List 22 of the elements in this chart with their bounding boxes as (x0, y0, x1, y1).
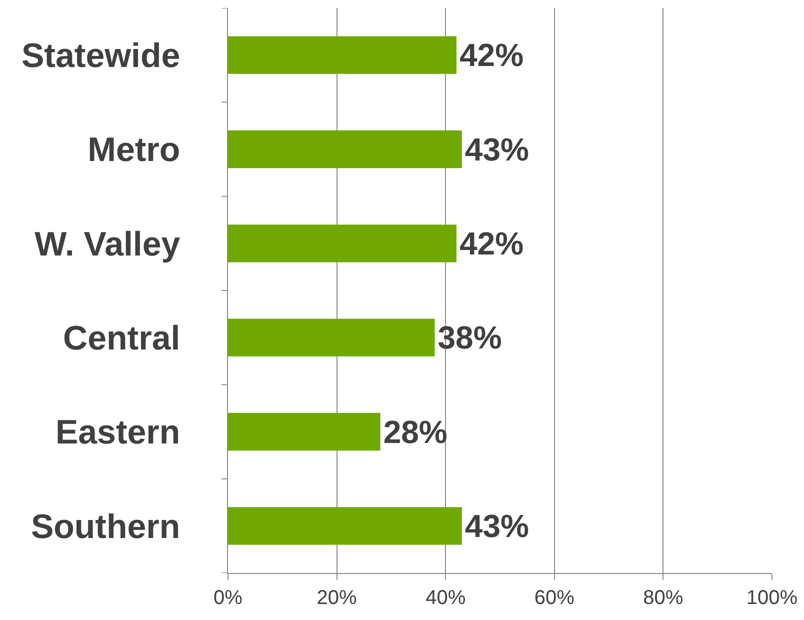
x-tick-label: 80% (643, 587, 684, 609)
x-tick-label: 40% (426, 587, 466, 609)
y-tick-label: Metro (88, 131, 180, 170)
bar (228, 412, 380, 451)
bar (228, 507, 462, 545)
data-label: 42% (459, 37, 524, 74)
x-tick-label: 60% (534, 587, 575, 609)
bar (228, 36, 456, 74)
data-label: 42% (459, 225, 524, 262)
y-tick-label: W. Valley (34, 225, 180, 264)
x-tick-label: 0% (214, 587, 243, 609)
data-label: 43% (464, 131, 529, 168)
bar (228, 224, 456, 262)
bar (228, 318, 435, 356)
data-label: 43% (464, 508, 529, 544)
y-tick-label: Central (63, 319, 180, 358)
y-tick-label: Eastern (55, 414, 180, 452)
y-tick-label: Statewide (21, 36, 180, 75)
x-tick-label: 20% (316, 587, 358, 609)
y-tick-label: Southern (30, 508, 180, 546)
bar (228, 130, 462, 168)
x-tick-label: 100% (746, 587, 798, 609)
